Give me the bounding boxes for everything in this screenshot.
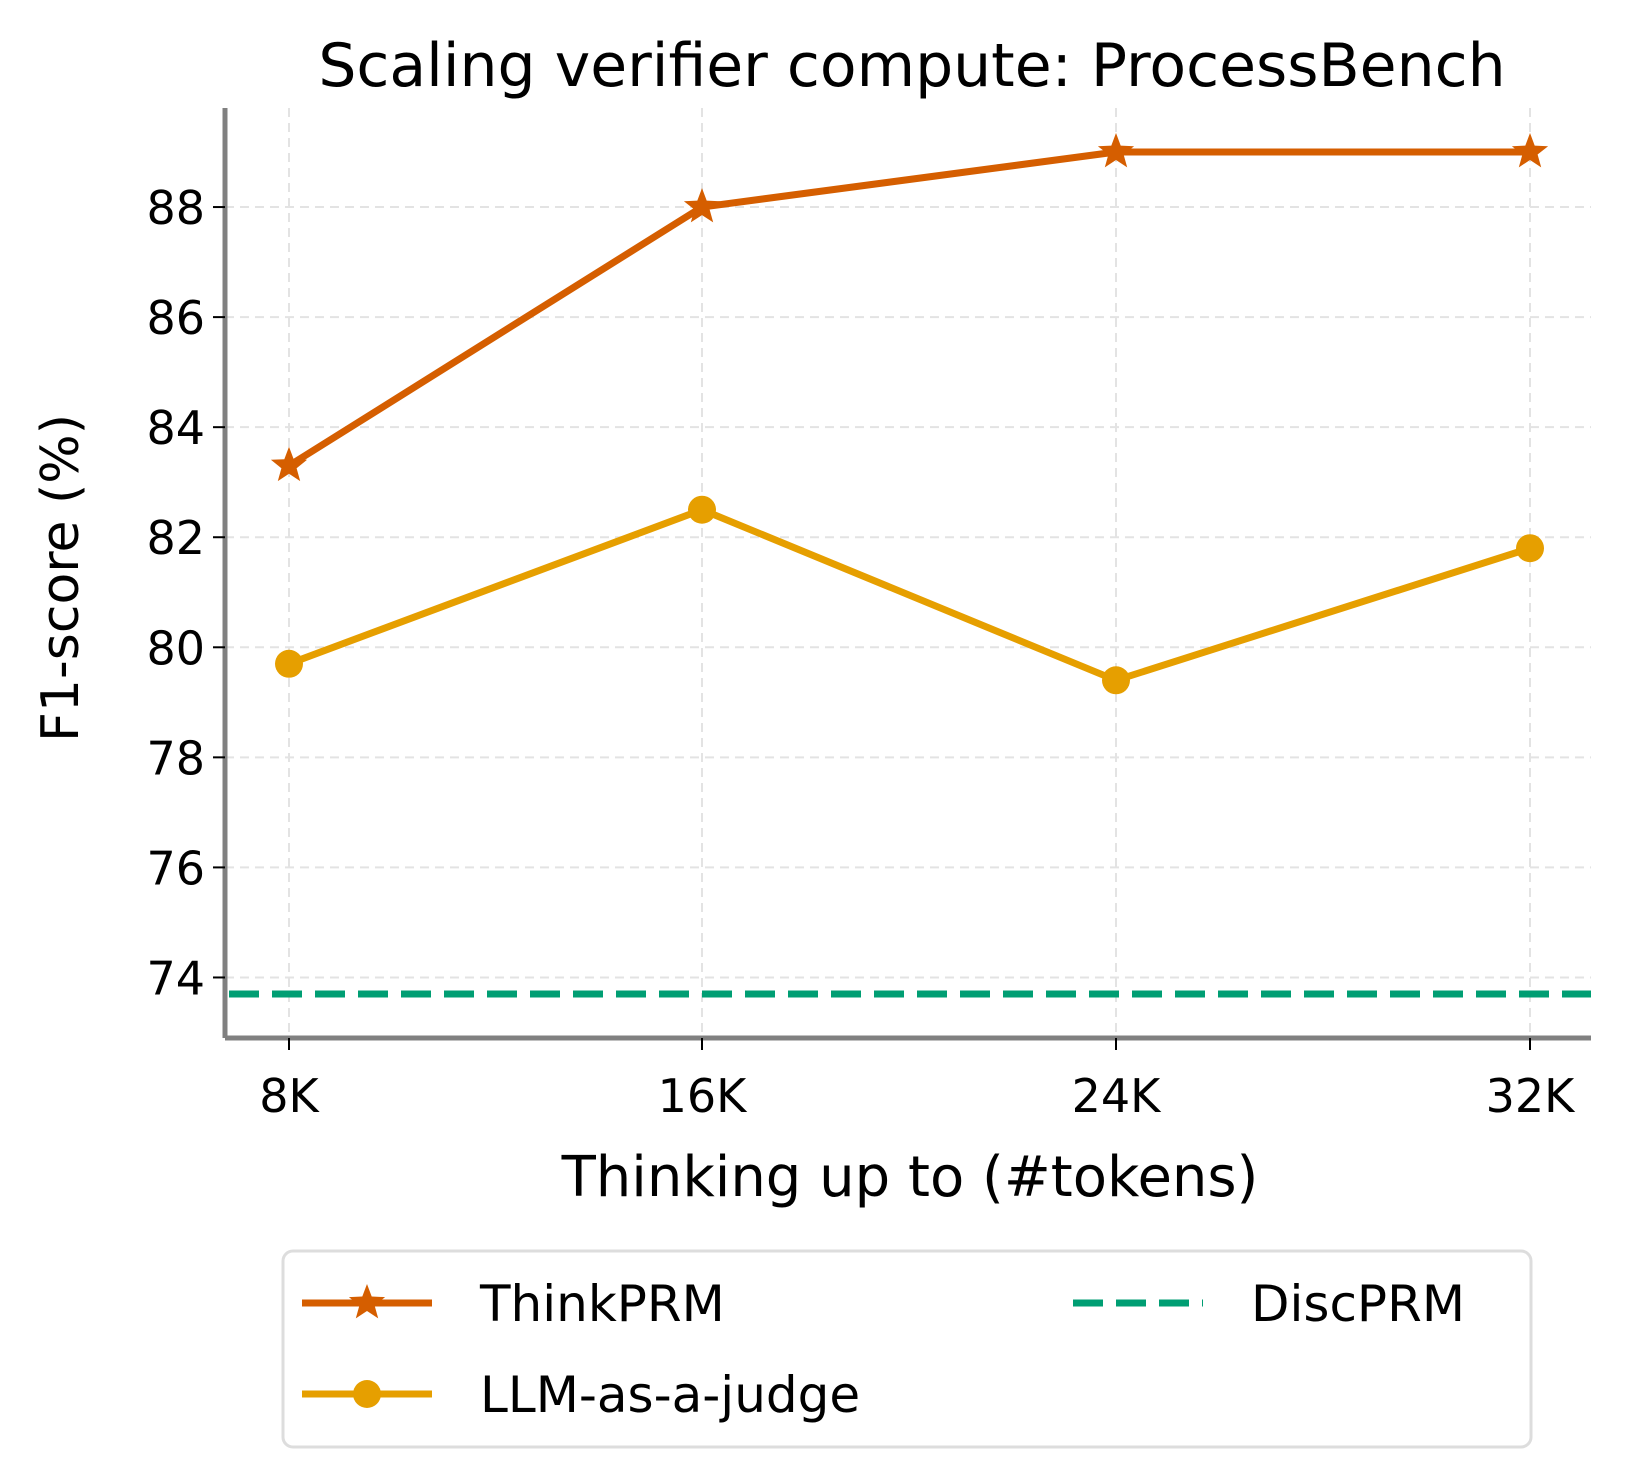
legend-label-discprm: DiscPRM xyxy=(1251,1275,1465,1333)
series-line-thinkprm xyxy=(285,148,1534,470)
data-point-llm-as-a-judge xyxy=(1102,666,1130,695)
y-tick-label: 84 xyxy=(146,401,205,455)
y-tick-label: 88 xyxy=(146,181,205,235)
data-point-llm-as-a-judge xyxy=(1516,534,1544,563)
legend-marker-thinkprm xyxy=(348,1284,386,1319)
series xyxy=(229,133,1591,998)
x-tick-label: 24K xyxy=(1072,1069,1163,1123)
y-tick-label: 80 xyxy=(146,621,205,675)
data-point-thinkprm xyxy=(1511,133,1549,168)
x-tick-label: 16K xyxy=(658,1069,749,1123)
data-point-thinkprm xyxy=(270,446,308,482)
x-ticks: 8K 16K 24K 32K xyxy=(259,1038,1576,1123)
y-tick-label: 86 xyxy=(146,291,205,345)
data-point-llm-as-a-judge xyxy=(688,495,716,524)
legend-box xyxy=(281,1249,1533,1449)
data-point-thinkprm xyxy=(1097,133,1135,168)
y-tick-label: 78 xyxy=(146,731,205,785)
x-tick-label: 32K xyxy=(1486,1069,1577,1123)
y-ticks: 74 76 78 80 82 84 86 88 xyxy=(146,181,225,1005)
y-tick-label: 76 xyxy=(146,841,205,895)
legend: ThinkPRM LLM-as-a-judge DiscPRM xyxy=(281,1249,1533,1449)
data-point-thinkprm xyxy=(683,188,721,223)
legend-marker-llm-as-a-judge xyxy=(353,1380,381,1408)
chart-title: Scaling verifier compute: ProcessBench xyxy=(318,31,1505,101)
data-point-llm-as-a-judge xyxy=(275,649,303,678)
legend-label-thinkprm: ThinkPRM xyxy=(479,1275,725,1333)
x-tick-label: 8K xyxy=(259,1069,320,1123)
x-axis-label: Thinking up to (#tokens) xyxy=(561,1145,1259,1210)
y-tick-label: 82 xyxy=(146,511,205,565)
grid xyxy=(225,108,1591,1038)
y-tick-label: 74 xyxy=(146,951,205,1005)
series-line-llm-as-a-judge xyxy=(285,506,1534,684)
axes xyxy=(222,108,1591,1041)
y-axis-label: F1-score (%) xyxy=(31,414,91,742)
legend-label-llm-as-a-judge: LLM-as-a-judge xyxy=(480,1366,860,1424)
